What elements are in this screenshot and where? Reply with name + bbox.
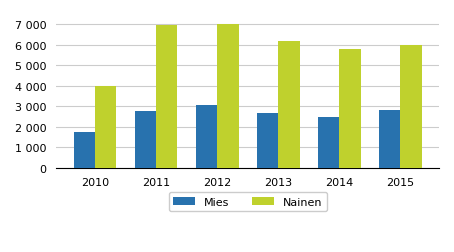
Bar <box>135 112 156 168</box>
Bar <box>318 118 339 168</box>
Bar <box>95 86 117 168</box>
Legend: Mies, Nainen: Mies, Nainen <box>168 193 327 211</box>
Bar <box>278 41 300 168</box>
Bar <box>217 25 238 168</box>
Bar <box>74 132 95 168</box>
Bar <box>257 114 278 168</box>
Bar <box>379 111 400 168</box>
Bar <box>156 26 178 168</box>
Bar <box>400 46 422 168</box>
Bar <box>339 50 360 168</box>
Bar <box>196 106 217 168</box>
